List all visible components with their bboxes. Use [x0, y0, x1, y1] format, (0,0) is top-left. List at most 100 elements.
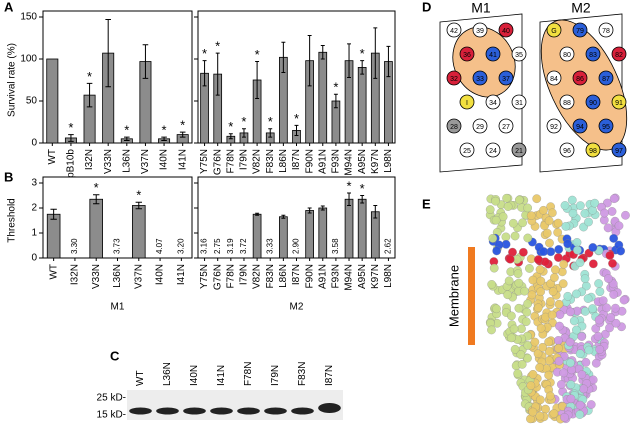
x-tick-label: L86N — [278, 264, 289, 288]
atom — [619, 295, 629, 305]
x-tick-label: F90N — [304, 264, 315, 288]
x-axis-label: M1 — [111, 302, 125, 313]
panel-letter: A — [4, 0, 14, 14]
atom — [517, 324, 526, 334]
atom — [505, 254, 515, 264]
atom — [535, 265, 545, 274]
residue — [446, 70, 462, 86]
x-tick-label: A91N — [317, 264, 328, 289]
atom — [491, 215, 501, 225]
x-tick-label: K97N — [370, 149, 381, 174]
atom — [516, 350, 526, 360]
atom — [584, 345, 594, 355]
atom — [514, 303, 524, 313]
atom — [502, 193, 511, 203]
x-tick-label: V37N — [133, 264, 144, 289]
bar — [46, 213, 61, 259]
residue-label: 78 — [602, 28, 610, 35]
error-bar — [93, 194, 100, 205]
residue — [546, 22, 562, 38]
significance-star: * — [294, 111, 299, 126]
residue — [472, 118, 488, 134]
residue-label: 79 — [576, 28, 584, 35]
residue — [559, 46, 575, 62]
atom — [547, 310, 557, 320]
atom — [575, 349, 585, 359]
bar — [279, 216, 288, 259]
y-axis-label: Threshold — [7, 198, 18, 242]
residue-label: 80 — [563, 52, 571, 59]
atom — [621, 210, 630, 220]
atom — [528, 407, 538, 417]
atom — [566, 394, 576, 404]
residue-label: 92 — [550, 124, 558, 131]
atom — [588, 304, 597, 313]
x-tick-label: L98N — [383, 264, 394, 288]
error-bar — [281, 214, 286, 219]
significance-star: * — [333, 80, 338, 95]
error-bar — [347, 192, 352, 206]
atom — [544, 337, 553, 347]
error-bar — [268, 128, 273, 138]
significance-star: * — [87, 69, 92, 84]
atom — [594, 279, 603, 288]
significance-star: * — [241, 114, 246, 129]
atom — [595, 345, 605, 354]
atom — [573, 245, 582, 255]
atom — [535, 395, 545, 405]
x-tick-label: L36N — [112, 264, 123, 288]
atom — [600, 208, 609, 218]
atom — [492, 246, 502, 256]
atom — [558, 279, 568, 289]
atom — [566, 380, 576, 389]
x-tick-label: M94N — [344, 264, 355, 291]
atom — [510, 344, 520, 354]
residue — [472, 70, 488, 86]
x-tick-label: F83N — [265, 149, 276, 173]
x-tick-label: G76N — [212, 149, 223, 175]
residue — [598, 118, 614, 134]
significance-star: * — [360, 181, 365, 196]
atom — [614, 221, 624, 231]
atom — [550, 273, 559, 282]
error-bar — [333, 93, 338, 109]
lane-label: I79N — [270, 365, 281, 386]
residue-label: 98 — [589, 148, 597, 155]
bar — [370, 211, 380, 259]
atom — [598, 296, 608, 306]
y-tick-label: 3 — [31, 178, 37, 189]
residue — [485, 94, 501, 110]
atom — [510, 231, 520, 241]
lane-label: I41N — [216, 365, 227, 386]
residue — [546, 70, 562, 86]
error-bar — [142, 44, 149, 79]
bar — [344, 198, 354, 259]
residue-label: 96 — [563, 148, 571, 155]
blot-band — [237, 407, 260, 415]
atom — [532, 194, 542, 204]
error-bar — [307, 207, 312, 214]
off-scale-note: 2.62 — [384, 238, 393, 254]
x-tick-label: L36N — [121, 149, 132, 173]
atom — [553, 218, 563, 228]
residue-label: 24 — [489, 148, 497, 155]
residue-label: 25 — [463, 148, 471, 155]
significance-star: * — [268, 114, 273, 129]
atom — [560, 201, 570, 210]
residue — [498, 118, 514, 134]
atom — [503, 290, 513, 300]
atom — [605, 323, 614, 333]
atom — [528, 275, 538, 285]
atom — [546, 297, 555, 306]
atom — [577, 370, 587, 379]
residue — [611, 94, 627, 110]
residue — [559, 142, 575, 158]
residue — [511, 142, 527, 158]
atom — [536, 323, 546, 333]
plot-frame — [42, 10, 193, 144]
wheel-title: M1 — [471, 0, 491, 16]
residue-label: 97 — [615, 148, 623, 155]
lane-label: F83N — [297, 362, 308, 386]
residue — [459, 46, 475, 62]
error-bar — [215, 52, 220, 96]
